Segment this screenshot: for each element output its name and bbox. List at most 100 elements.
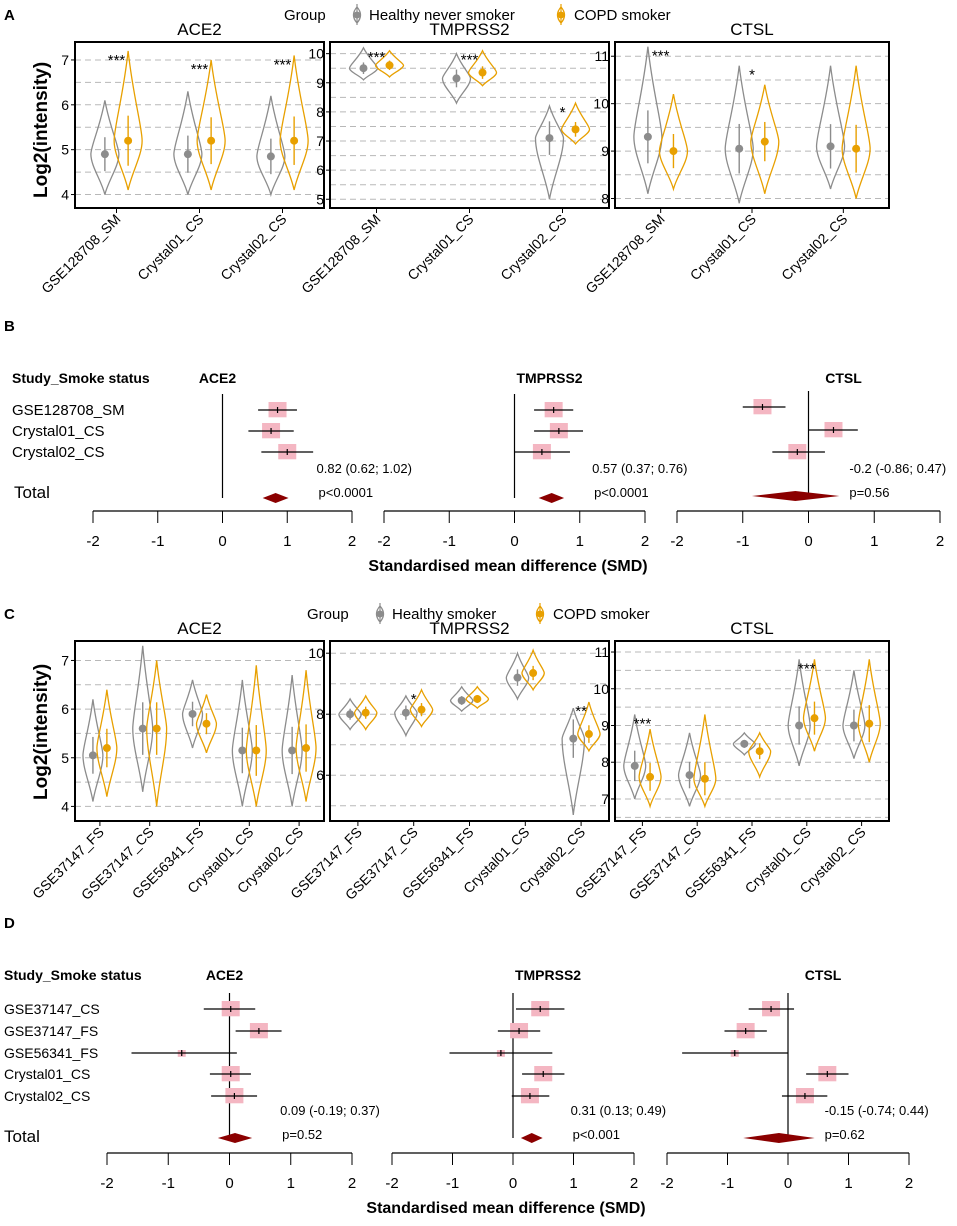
violin-copd [279, 55, 309, 191]
violin-healthy [231, 679, 253, 807]
median-point-healthy [183, 150, 192, 159]
legend-a: Group Healthy never smoker COPD smoker [284, 4, 671, 25]
legend-item-healthy-never-smoker: Healthy never smoker [369, 7, 515, 24]
median-point-copd [700, 774, 709, 783]
significance-stars: * [749, 67, 755, 84]
y-tick-label: 6 [316, 767, 324, 783]
legend-dot-healthy [353, 11, 361, 19]
study-label: Crystal02_CS [12, 444, 105, 461]
median-point-healthy [288, 746, 297, 755]
significance-stars: *** [652, 48, 670, 65]
p-value: p<0.001 [573, 1127, 620, 1142]
summary-diamond [217, 1133, 253, 1143]
x-tick-label: 0 [510, 533, 518, 550]
panel-label-b: B [4, 318, 15, 335]
violin-copd [841, 65, 871, 199]
x-tick-label: 0 [218, 533, 226, 550]
y-tick-label: 7 [601, 791, 609, 807]
violin-healthy [842, 670, 866, 759]
x-tick-label: 0 [509, 1175, 517, 1192]
legend-item-copd-smoker: COPD smoker [574, 7, 671, 24]
study-label: GSE37147_CS [4, 1001, 100, 1017]
median-point-copd [646, 772, 655, 781]
violin-healthy [281, 674, 303, 807]
median-point-healthy [643, 132, 652, 141]
x-tick-label: 2 [905, 1175, 913, 1192]
panel-frame [614, 640, 890, 822]
x-tick-label: Crystal02_CS [778, 211, 850, 283]
y-tick-label: 7 [316, 133, 324, 149]
median-point-healthy [735, 144, 744, 153]
y-tick-label: 6 [316, 162, 324, 178]
summary-diamond [743, 1133, 815, 1143]
median-point-copd [102, 744, 111, 753]
x-tick-label: 2 [641, 533, 649, 550]
y-tick-label: 4 [61, 187, 69, 203]
significance-stars: *** [634, 715, 652, 732]
summary-estimate: -0.15 (-0.74; 0.44) [825, 1103, 929, 1118]
median-point-copd [669, 147, 678, 156]
legend-key-healthy [352, 4, 362, 25]
legend-item-copd-smoker: COPD smoker [553, 606, 650, 623]
significance-stars: *** [461, 52, 479, 69]
violin-healthy [815, 65, 846, 190]
violin-healthy [505, 651, 530, 701]
violin-healthy [534, 103, 565, 200]
y-axis-label-a: Log2(intensity) [31, 62, 52, 198]
study-label: GSE128708_SM [12, 402, 125, 419]
panel-label-a: A [4, 7, 15, 24]
y-tick-label: 6 [61, 97, 69, 113]
violin-healthy [633, 46, 663, 194]
panel-frame [74, 640, 325, 822]
violin-copd [638, 729, 662, 809]
violin-copd [658, 94, 689, 192]
x-tick-label: 2 [348, 1175, 356, 1192]
median-point-healthy [401, 708, 410, 717]
y-tick-label: 7 [61, 52, 69, 68]
violin-copd [521, 648, 545, 692]
p-value: p=0.56 [849, 485, 889, 500]
violin-healthy [90, 100, 120, 195]
panel-title: TMPRSS2 [429, 619, 509, 638]
x-tick-label: 1 [870, 533, 878, 550]
x-tick-label: -2 [100, 1175, 113, 1192]
y-tick-label: 11 [594, 48, 609, 64]
violin-copd [195, 694, 218, 754]
median-point-copd [529, 669, 538, 678]
y-axis-label-c: Log2(intensity) [31, 664, 52, 800]
study-label: Crystal02_CS [4, 1088, 90, 1104]
forest-title: ACE2 [206, 967, 244, 983]
median-point-healthy [569, 734, 578, 743]
median-point-copd [417, 705, 426, 714]
violin-healthy [173, 91, 203, 195]
violin-copd [693, 714, 717, 809]
forest-title: TMPRSS2 [515, 967, 581, 983]
y-tick-label: 11 [594, 644, 609, 660]
violin-healthy [677, 732, 702, 807]
violin-healthy [338, 697, 362, 731]
median-point-healthy [188, 709, 197, 718]
violin-panel-tmprss2-a: TMPRSS2 5 6 7 8 9 10 GSE128708_SM *** Crystal01_C… [298, 20, 610, 296]
median-point-healthy [513, 673, 522, 682]
forest-header-d: Study_Smoke status [4, 967, 142, 983]
x-tick-label: Crystal01_CS [687, 211, 759, 283]
forest-title: CTSL [825, 370, 862, 386]
median-point-copd [252, 746, 261, 755]
median-point-copd [473, 694, 482, 703]
x-tick-label: 2 [348, 533, 356, 550]
median-point-healthy [359, 64, 368, 73]
forest-total-label-b: Total [14, 483, 50, 502]
forest-panel-ace2-b: ACE2 -2 -1 0 1 2 GSE128708_SM Crystal01_CS Cryst… [12, 370, 412, 550]
significance-stars: *** [798, 660, 816, 677]
median-point-copd [760, 137, 769, 146]
x-tick-label: -2 [377, 533, 390, 550]
panel-frame [329, 41, 610, 209]
legend-title: Group [307, 606, 349, 623]
violin-copd [748, 731, 772, 780]
violin-copd [245, 665, 267, 807]
median-point-healthy [685, 771, 694, 780]
y-tick-label: 8 [601, 191, 609, 207]
median-point-healthy [457, 696, 466, 705]
y-tick-label: 9 [601, 717, 609, 733]
